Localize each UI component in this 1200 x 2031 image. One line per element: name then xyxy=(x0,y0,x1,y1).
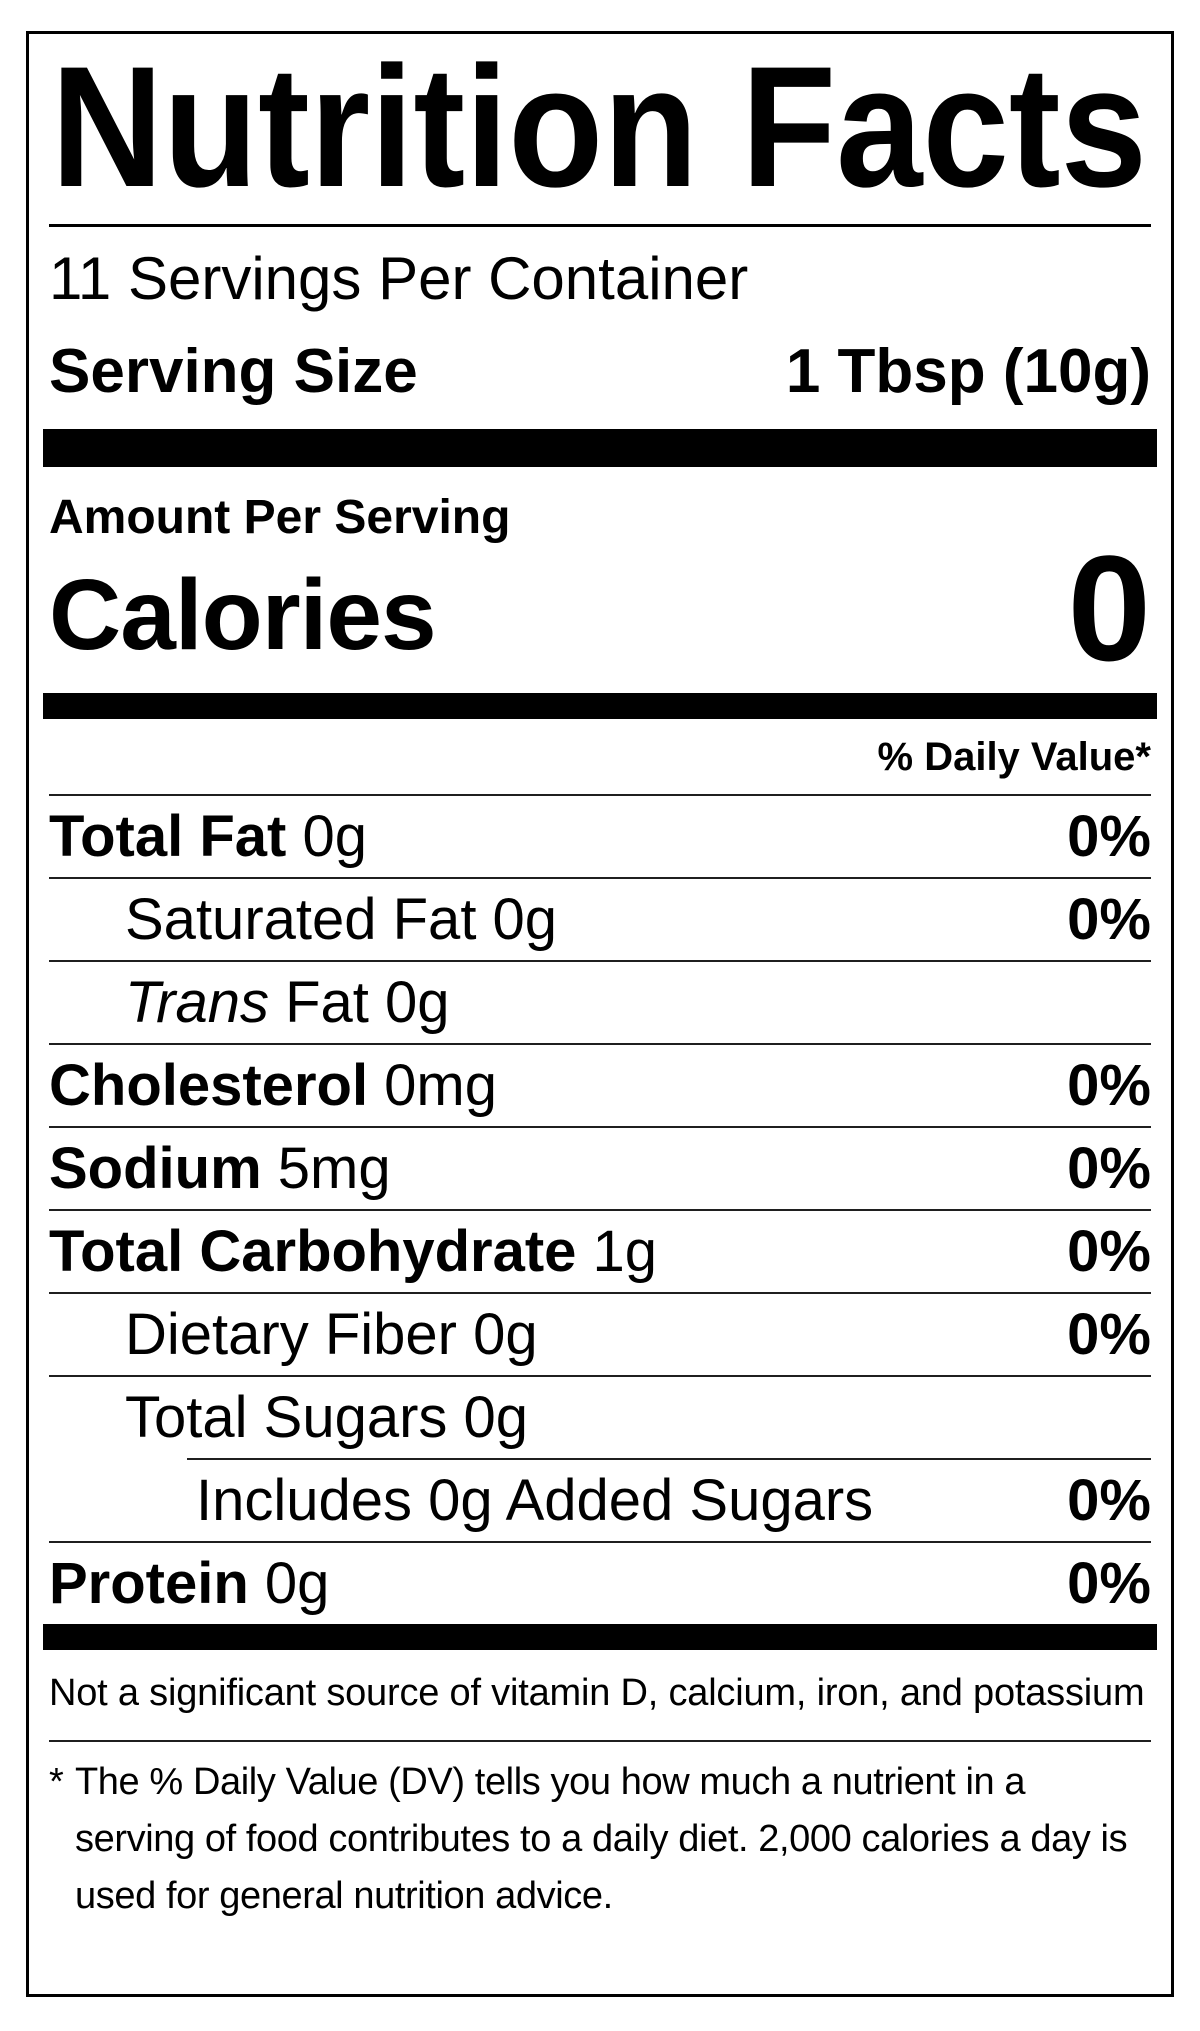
label-title: Nutrition Facts xyxy=(51,48,1147,208)
nutrient-row: Total Carbohydrate 1g 0% xyxy=(49,1211,1151,1292)
thick-separator-bar-top xyxy=(43,429,1157,467)
nutrient-name: Protein 0g xyxy=(49,1551,330,1616)
nutrient-daily-value: 0% xyxy=(1067,1136,1151,1201)
nutrient-daily-value: 0% xyxy=(1067,887,1151,952)
medium-separator-bar xyxy=(43,693,1157,719)
nutrient-row: Cholesterol 0mg 0% xyxy=(49,1045,1151,1126)
nutrient-name: Cholesterol 0mg xyxy=(49,1053,498,1118)
row-divider xyxy=(49,1375,1151,1377)
nutrient-name: Total Fat 0g xyxy=(49,804,367,869)
row-divider xyxy=(49,960,1151,962)
nutrient-row: Dietary Fiber 0g 0% xyxy=(49,1294,1151,1375)
nutrient-row: Protein 0g 0% xyxy=(49,1543,1151,1624)
not-significant-note: Not a significant source of vitamin D, c… xyxy=(49,1672,1145,1714)
nutrient-daily-value: 0% xyxy=(1067,1551,1151,1616)
amount-per-serving: Amount Per Serving xyxy=(49,491,511,544)
nutrient-daily-value: 0% xyxy=(1067,1468,1151,1533)
nutrient-name: Sodium 5mg xyxy=(49,1136,391,1201)
nutrient-daily-value: 0% xyxy=(1067,1053,1151,1118)
nutrient-row: Trans Fat 0g xyxy=(49,962,1151,1043)
daily-value-divider xyxy=(49,794,1151,796)
row-divider xyxy=(49,1209,1151,1211)
row-divider xyxy=(49,1126,1151,1128)
serving-size-value: 1 Tbsp (10g) xyxy=(785,337,1151,406)
calories-row: Calories 0 xyxy=(49,524,1151,692)
row-divider xyxy=(49,1292,1151,1294)
footnote-asterisk: * xyxy=(49,1761,64,1803)
nutrient-name: Total Carbohydrate 1g xyxy=(49,1219,658,1284)
nutrient-name: Saturated Fat 0g xyxy=(125,887,558,952)
row-divider-partial xyxy=(187,1458,1151,1460)
nutrient-row: Total Fat 0g 0% xyxy=(49,796,1151,877)
nutrient-row: Total Sugars 0g xyxy=(49,1377,1151,1458)
nutrient-daily-value: 0% xyxy=(1067,1302,1151,1367)
nutrient-name: Total Sugars 0g xyxy=(125,1385,529,1450)
nutrient-name: Trans Fat 0g xyxy=(125,970,450,1035)
nutrient-name: Dietary Fiber 0g xyxy=(125,1302,538,1367)
calories-value: 0 xyxy=(1067,524,1151,692)
row-divider xyxy=(49,1043,1151,1045)
nutrient-row: Saturated Fat 0g 0% xyxy=(49,879,1151,960)
nutrient-row: Sodium 5mg 0% xyxy=(49,1128,1151,1209)
label-title-svg: Nutrition Facts xyxy=(51,48,1147,208)
serving-size-row: Serving Size 1 Tbsp (10g) xyxy=(49,335,1151,409)
label-title-wrap: Nutrition Facts xyxy=(49,48,1151,208)
footnote: * The % Daily Value (DV) tells you how m… xyxy=(49,1754,1151,1925)
nutrient-daily-value: 0% xyxy=(1067,1219,1151,1284)
nutrition-facts-label: Nutrition Facts 11 Servings Per Containe… xyxy=(26,31,1174,1997)
nutrient-name: Includes 0g Added Sugars xyxy=(196,1468,874,1533)
servings-per-container: 11 Servings Per Container xyxy=(49,245,749,312)
title-divider xyxy=(49,224,1151,227)
nutrient-row: Includes 0g Added Sugars 0% xyxy=(49,1460,1151,1541)
footnote-text: The % Daily Value (DV) tells you how muc… xyxy=(75,1761,1128,1917)
nutrient-rows: Total Fat 0g 0% Saturated Fat 0g 0% Trans Fa… xyxy=(49,796,1151,1624)
daily-value-header: % Daily Value* xyxy=(877,735,1151,779)
footnote-divider xyxy=(49,1740,1151,1742)
serving-size-label: Serving Size xyxy=(49,337,418,406)
row-divider xyxy=(49,877,1151,879)
calories-label: Calories xyxy=(49,559,437,671)
nutrient-daily-value: 0% xyxy=(1067,804,1151,869)
row-divider xyxy=(49,1541,1151,1543)
thick-separator-bar-bottom xyxy=(43,1624,1157,1650)
